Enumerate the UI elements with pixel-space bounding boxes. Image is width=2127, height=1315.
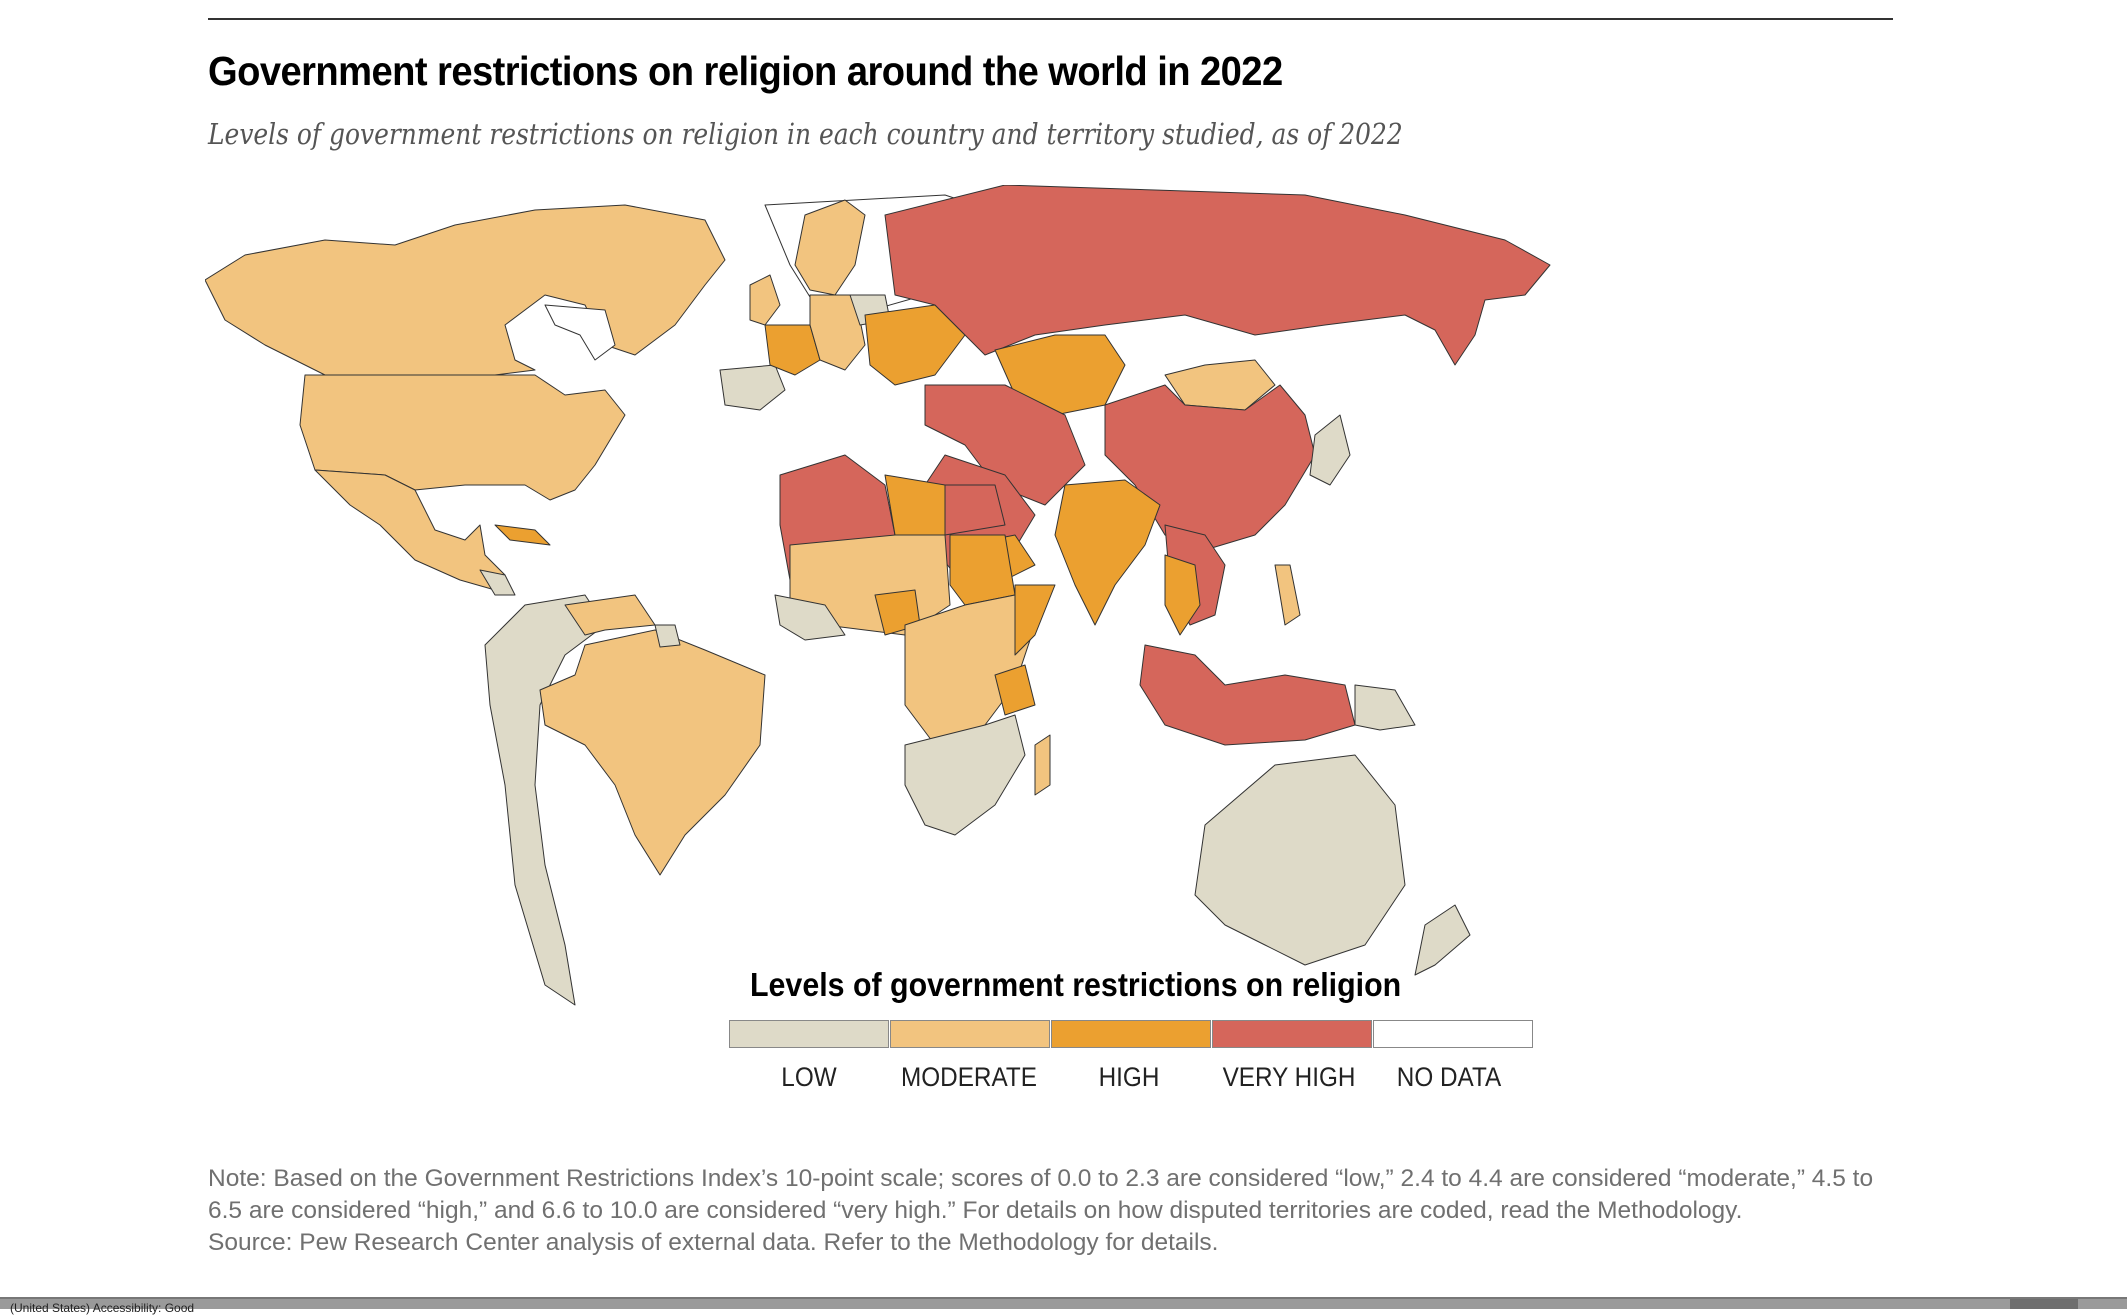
legend-label-very-high: VERY HIGH (1222, 1062, 1356, 1092)
region-new-zealand (1414, 904, 1471, 976)
region-tanzania (994, 664, 1036, 716)
region-australia (1194, 754, 1406, 966)
region-turkey-iran (924, 384, 1086, 506)
top-divider (208, 18, 1893, 20)
region-libya (884, 474, 946, 536)
note-text: Note: Based on the Government Restrictio… (208, 1165, 1874, 1224)
region-horn (1014, 584, 1056, 656)
status-bar-view-button[interactable] (2010, 1299, 2078, 1309)
region-spain (719, 364, 786, 411)
region-cuba (494, 524, 551, 546)
chart-notes: Note: Based on the Government Restrictio… (208, 1163, 1898, 1259)
status-bar-left-text: (United States) Accessibility: Good (10, 1301, 195, 1315)
region-indonesia-malaysia (1139, 644, 1356, 746)
region-madagascar (1034, 734, 1051, 796)
region-egypt (944, 484, 1006, 536)
region-russia (884, 185, 1551, 366)
region-mexico (314, 469, 506, 591)
region-brazil (539, 629, 766, 876)
region-thailand-laos (1164, 554, 1201, 636)
region-png (1354, 684, 1416, 731)
hudson-bay (544, 304, 616, 361)
region-india (1054, 479, 1161, 626)
status-bar: (United States) Accessibility: Good (0, 1297, 2127, 1315)
region-sudan (949, 534, 1016, 606)
region-philippines (1274, 564, 1301, 626)
legend-swatch-very-high (1212, 1020, 1372, 1048)
region-uk (749, 274, 781, 326)
region-guianas-low (654, 624, 681, 648)
legend-label-no-data: NO DATA (1396, 1062, 1502, 1092)
region-south-america-low (484, 594, 606, 1006)
legend-swatch-moderate (890, 1020, 1050, 1048)
region-nordic (794, 199, 866, 296)
source-text: Source: Pew Research Center analysis of … (208, 1229, 1219, 1256)
region-southern-africa-low (904, 714, 1026, 836)
legend-title: Levels of government restrictions on rel… (750, 966, 1402, 1003)
legend-swatch-high (1051, 1020, 1211, 1048)
legend-labels: LOW MODERATE HIGH VERY HIGH NO DATA (729, 1062, 1529, 1093)
legend-swatch-low (729, 1020, 889, 1048)
region-japan-korea (1309, 414, 1351, 486)
legend-swatch-no-data (1373, 1020, 1533, 1048)
chart-subtitle: Levels of government restrictions on rel… (208, 117, 1403, 151)
region-france (764, 324, 821, 376)
region-venezuela (564, 594, 656, 636)
legend-label-moderate: MODERATE (901, 1062, 1037, 1092)
region-west-africa-low (774, 594, 846, 641)
world-choropleth-map (205, 185, 1551, 1006)
region-central-america-low (479, 569, 516, 596)
legend-label-high: HIGH (1098, 1062, 1160, 1092)
region-canada-alaska (205, 204, 726, 376)
legend-label-low: LOW (781, 1062, 837, 1092)
legend-swatches (729, 1020, 1534, 1048)
chart-title: Government restrictions on religion arou… (208, 48, 1283, 94)
